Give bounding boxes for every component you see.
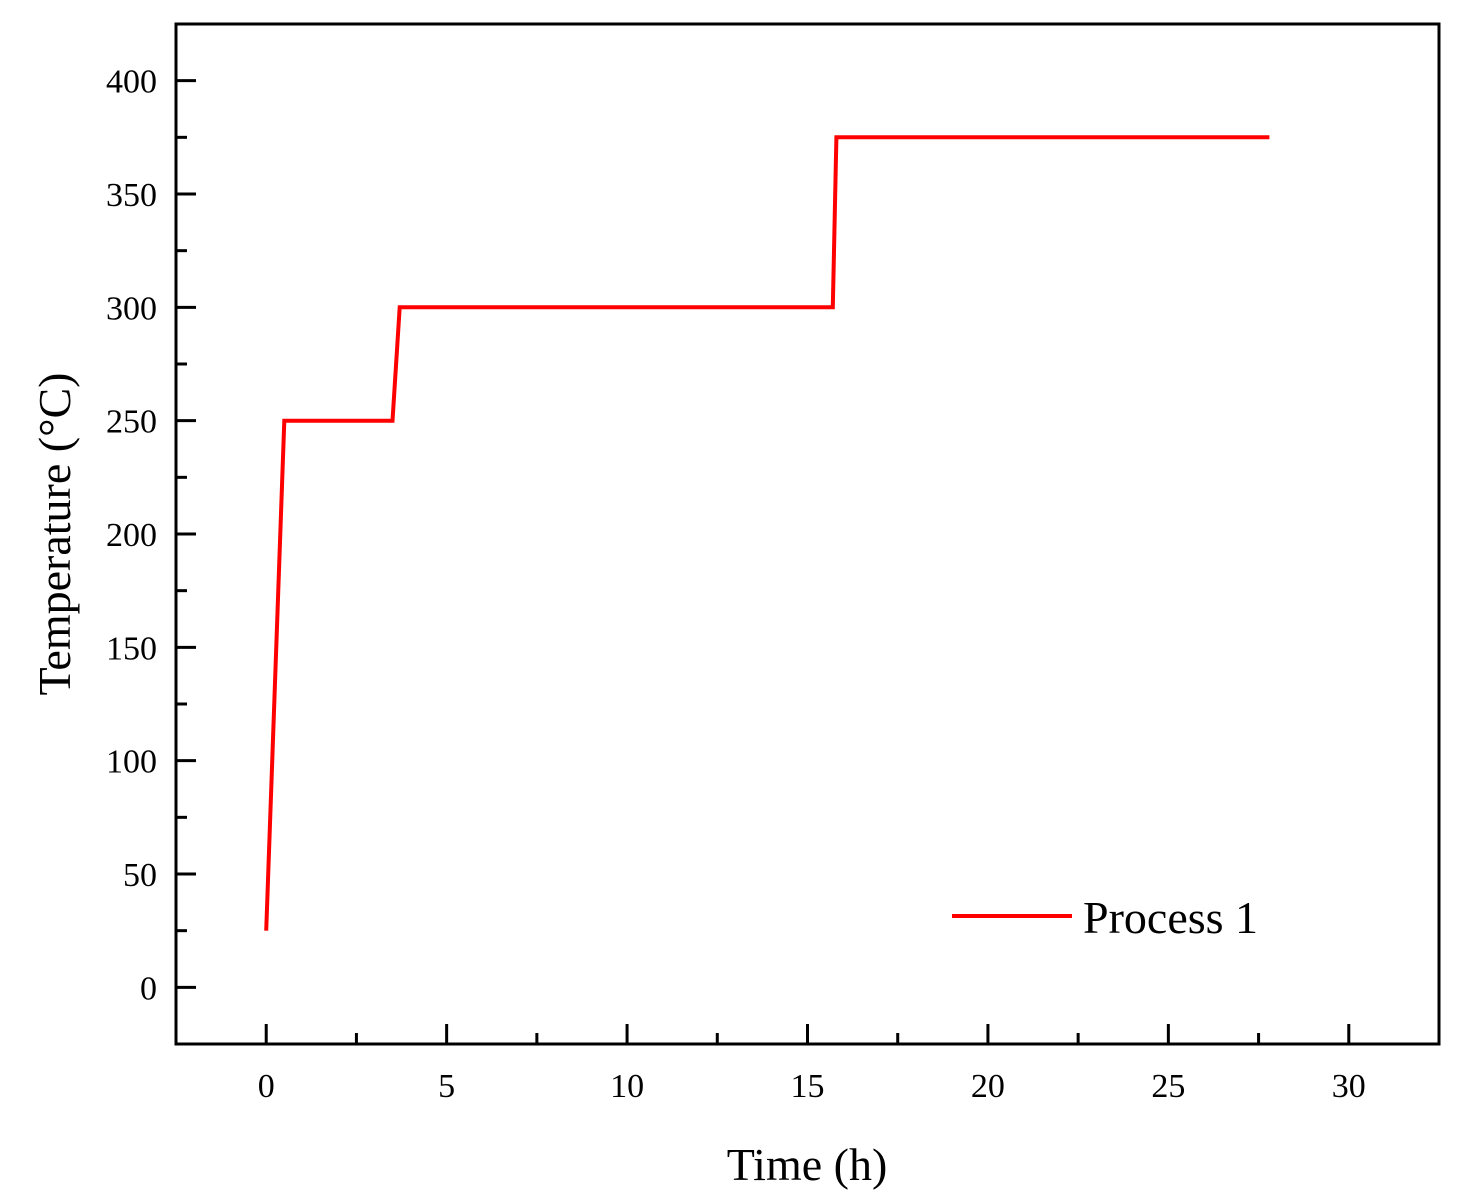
x-axis-tick-labels: 0 5 10 15 20 25 30 <box>258 1068 1366 1105</box>
series-layer <box>264 135 1270 931</box>
x-axis-title: Time (h) <box>727 1139 888 1190</box>
y-tick-label: 250 <box>106 404 157 441</box>
y-axis-ticks <box>176 79 196 989</box>
series-line-process-1 <box>264 135 1270 931</box>
legend: Process 1 <box>952 892 1258 943</box>
y-tick-label: 50 <box>123 857 157 894</box>
x-tick-label: 30 <box>1332 1068 1366 1105</box>
x-tick-label: 15 <box>791 1068 825 1105</box>
y-axis-tick-labels: 0 50 100 150 200 250 300 350 400 <box>106 64 157 1008</box>
y-tick-label: 150 <box>106 630 157 667</box>
x-tick-label: 5 <box>438 1068 455 1105</box>
x-axis-ticks <box>264 1024 1351 1044</box>
plot-frame <box>174 22 1441 1046</box>
x-tick-label: 0 <box>258 1068 275 1105</box>
y-tick-label: 100 <box>106 744 157 781</box>
x-tick-label: 25 <box>1151 1068 1185 1105</box>
y-tick-label: 200 <box>106 517 157 554</box>
y-tick-label: 300 <box>106 290 157 327</box>
x-tick-label: 10 <box>610 1068 644 1105</box>
x-tick-label: 20 <box>971 1068 1005 1105</box>
legend-label-process-1: Process 1 <box>1083 892 1258 943</box>
y-tick-label: 400 <box>106 64 157 101</box>
y-tick-label: 0 <box>140 970 157 1007</box>
y-tick-label: 350 <box>106 177 157 214</box>
y-axis-title: Temperature (°C) <box>29 373 80 696</box>
